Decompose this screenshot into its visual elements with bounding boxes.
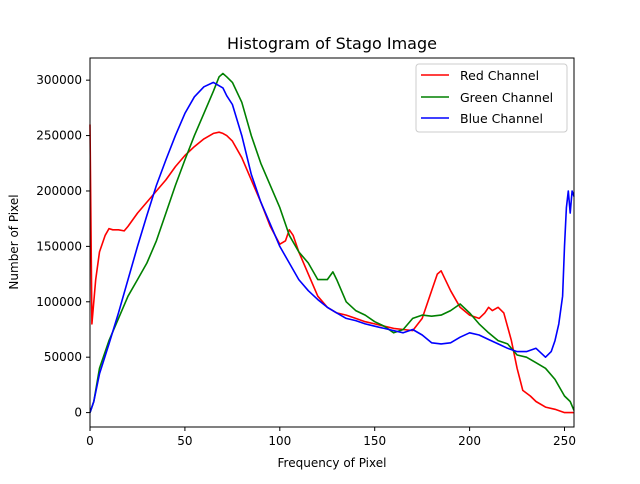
y-tick-label: 50000 [44,350,82,364]
y-tick-label: 300000 [36,73,82,87]
series-line-blue [89,81,575,413]
series-line-red [89,124,574,414]
x-axis-ticks: 0 50 100 150 200 250 [86,427,576,448]
legend-label-green: Green Channel [460,90,553,105]
x-tick-label: 100 [268,434,291,448]
y-tick-label: 150000 [36,239,82,253]
y-tick-label: 0 [74,406,82,420]
y-tick-label: 200000 [36,184,82,198]
x-tick-label: 250 [553,434,576,448]
x-tick-label: 200 [458,434,481,448]
x-tick-label: 50 [177,434,192,448]
legend-label-blue: Blue Channel [460,111,543,126]
y-axis-ticks: 0 50000 100000 150000 200000 250000 300000 [36,73,90,420]
plot-lines [89,72,575,414]
legend: Red Channel Green Channel Blue Channel [415,63,568,133]
legend-box [415,63,568,133]
x-tick-label: 0 [86,434,94,448]
y-axis-label: Number of Pixel [7,194,21,289]
y-tick-label: 100000 [36,295,82,309]
y-tick-label: 250000 [36,129,82,143]
series-line-green [89,72,575,413]
legend-label-red: Red Channel [460,68,539,83]
plot-area-frame [89,57,575,428]
chart-title: Histogram of Stago Image [227,34,437,53]
x-tick-label: 150 [363,434,386,448]
x-axis-label: Frequency of Pixel [278,456,387,470]
